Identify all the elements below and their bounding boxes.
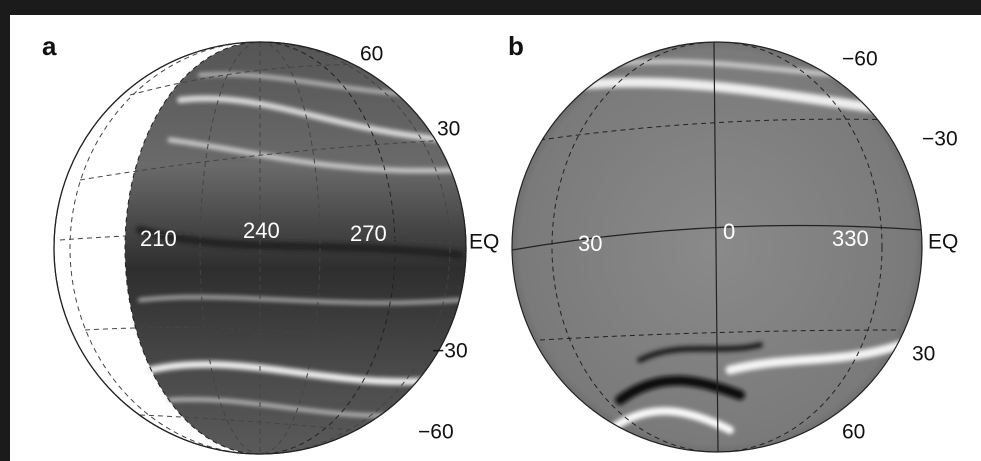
longitude-label: 210 (140, 226, 177, 251)
longitude-label: 270 (350, 221, 387, 246)
latitude-label: 60 (842, 421, 865, 444)
latitude-label: −30 (432, 340, 468, 363)
longitude-label: 30 (578, 231, 602, 256)
latitude-label: −60 (418, 421, 454, 444)
latitude-label: 30 (437, 118, 460, 141)
latitude-label: −60 (842, 48, 878, 71)
latitude-label: EQ (469, 231, 499, 254)
latitude-label: 60 (360, 43, 383, 66)
figure: a 60 30 EQ −30 −60 210 240 270 b −60 −30… (0, 0, 981, 461)
latitude-label: 30 (912, 343, 935, 366)
panel-label: b (508, 31, 524, 61)
panel-label: a (42, 31, 57, 61)
longitude-label: 330 (832, 226, 869, 251)
globe-a (54, 42, 466, 454)
longitude-label: 0 (723, 219, 735, 244)
longitude-label: 240 (243, 218, 280, 243)
latitude-label: EQ (928, 231, 958, 254)
latitude-label: −30 (922, 128, 958, 151)
